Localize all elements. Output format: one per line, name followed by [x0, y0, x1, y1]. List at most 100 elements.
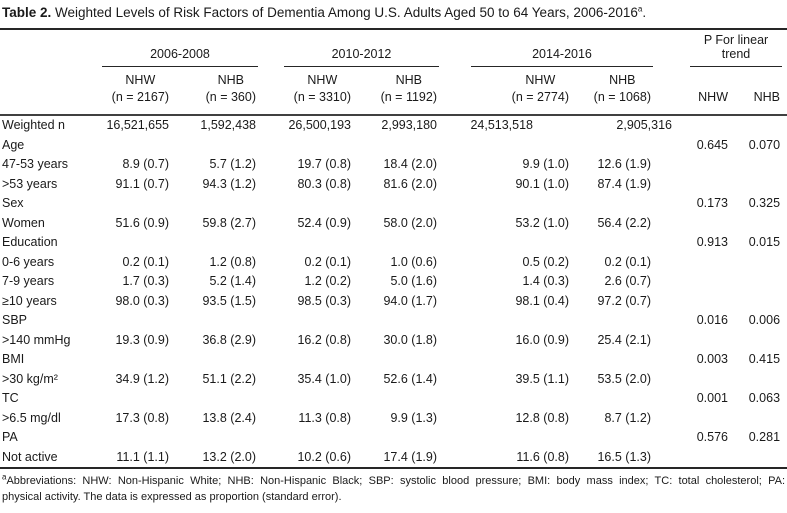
cell: [258, 136, 353, 156]
table-row: >53 years 91.1 (0.7) 94.3 (1.2) 80.3 (0.…: [0, 175, 787, 195]
cell: [730, 253, 787, 273]
col-header-nhb-1: NHB (n = 360): [171, 67, 258, 116]
table-row: Not active 11.1 (1.1) 13.2 (2.0) 10.2 (0…: [0, 447, 787, 469]
cell: 5.2 (1.4): [209, 274, 256, 288]
cell: [439, 233, 571, 253]
cell: 0.016: [696, 313, 728, 327]
cell: [353, 136, 439, 156]
cell: 94.3 (1.2): [202, 176, 256, 191]
cell: [571, 233, 653, 253]
cell: 8.7 (1.2): [604, 410, 651, 425]
cell: [439, 428, 571, 448]
table-row: 7-9 years 1.7 (0.3) 5.2 (1.4) 1.2 (0.2) …: [0, 272, 787, 292]
cell: 93.5 (1.5): [202, 293, 256, 308]
cell: 13.2 (2.0): [171, 447, 258, 469]
cell: 12.8 (0.8): [515, 410, 569, 425]
cell: [353, 389, 439, 409]
cell: 10.2 (0.6): [258, 447, 353, 469]
cell: 34.9 (1.2): [115, 371, 169, 386]
row-label: ≥10 years: [2, 293, 57, 308]
cell: 51.6 (0.9): [115, 215, 169, 230]
cell: 19.7 (0.8): [297, 157, 351, 171]
cell: 8.9 (0.7): [122, 157, 169, 171]
title-footnote-marker: a: [637, 4, 643, 14]
cell: 16,521,655: [106, 118, 169, 132]
cell: 0.281: [748, 430, 781, 444]
table-row: >30 kg/m² 34.9 (1.2) 51.1 (2.2) 35.4 (1.…: [0, 370, 787, 390]
cell: [571, 194, 653, 214]
col-header-p-nhw: NHW: [653, 67, 730, 116]
cell: [171, 311, 258, 331]
cell: [730, 214, 787, 234]
group-2014-2016: 2014-2016: [439, 30, 653, 67]
cell: 9.9 (1.3): [390, 410, 437, 425]
table-header: 2006-2008 2010-2012 2014-2016 P For line…: [0, 30, 787, 116]
cell: 19.3 (0.9): [115, 332, 169, 347]
table-row: Weighted n 16,521,655 1,592,438 26,500,1…: [0, 115, 787, 136]
row-label: >30 kg/m²: [2, 371, 58, 386]
cell: 16.0 (0.9): [515, 332, 569, 347]
cell: 0.2 (0.1): [604, 254, 651, 269]
cell: [653, 214, 730, 234]
cell: 12.6 (1.9): [597, 157, 651, 171]
cell: 0.063: [748, 391, 781, 405]
cell: [258, 311, 353, 331]
table-row: 0-6 years 0.2 (0.1) 1.2 (0.8) 0.2 (0.1) …: [0, 253, 787, 273]
table-row: BMI 0.003 0.415: [0, 350, 787, 370]
cell: 5.0 (1.6): [390, 274, 437, 288]
cell: 81.6 (2.0): [383, 176, 437, 191]
cell: [439, 194, 571, 214]
cell: [653, 292, 730, 312]
group-2006-2008: 2006-2008: [100, 30, 258, 67]
cell: [571, 428, 653, 448]
table-number: Table 2.: [2, 5, 52, 20]
table-row: SBP 0.016 0.006: [0, 311, 787, 331]
cell: [100, 428, 171, 448]
cell: [439, 350, 571, 370]
cell: 35.4 (1.0): [297, 371, 351, 386]
footnote: aAbbreviations: NHW: Non-Hispanic White;…: [0, 469, 787, 505]
table-row: Sex 0.173 0.325: [0, 194, 787, 214]
cell: [653, 447, 730, 469]
risk-factors-table: 2006-2008 2010-2012 2014-2016 P For line…: [0, 30, 787, 469]
col-header-nhw-2: NHW (n = 3310): [258, 67, 353, 116]
cell: [730, 115, 787, 136]
cell: 1.0 (0.6): [390, 254, 437, 269]
cell: [653, 370, 730, 390]
row-label: Not active: [0, 447, 100, 469]
table-row: Women 51.6 (0.9) 59.8 (2.7) 52.4 (0.9) 5…: [0, 214, 787, 234]
cell: [653, 331, 730, 351]
row-label: 0-6 years: [2, 254, 55, 269]
cell: [571, 311, 653, 331]
cell: [171, 194, 258, 214]
cell: 1,592,438: [200, 118, 256, 132]
cell: 0.070: [748, 137, 781, 152]
cell: [653, 253, 730, 273]
table-body: Weighted n 16,521,655 1,592,438 26,500,1…: [0, 115, 787, 469]
cell: 16.2 (0.8): [297, 332, 351, 347]
group-label: P For linear trend: [690, 33, 783, 67]
cell: 97.2 (0.7): [597, 293, 651, 308]
cell: 53.2 (1.0): [515, 215, 569, 230]
cell: 0.645: [696, 137, 728, 152]
cell: [258, 389, 353, 409]
row-label: >140 mmHg: [2, 332, 71, 347]
cell: [100, 194, 171, 214]
title-period: .: [642, 5, 647, 20]
cell: 52.6 (1.4): [383, 371, 437, 386]
row-label: >6.5 mg/dl: [2, 410, 61, 425]
cell: 59.8 (2.7): [202, 215, 256, 230]
table-title-text: Weighted Levels of Risk Factors of Demen…: [51, 5, 638, 20]
cell: [439, 389, 571, 409]
cell: 90.1 (1.0): [515, 176, 569, 191]
row-label: 7-9 years: [2, 274, 55, 288]
footnote-line-2: physical activity. The data is expressed…: [2, 490, 342, 503]
row-label: PA: [2, 430, 18, 444]
row-label-header: [0, 67, 100, 116]
cell: 0.325: [748, 196, 781, 210]
cell: [258, 428, 353, 448]
cell: 94.0 (1.7): [383, 293, 437, 308]
cell: [653, 272, 730, 292]
col-header-nhb-2: NHB (n = 1192): [353, 67, 439, 116]
